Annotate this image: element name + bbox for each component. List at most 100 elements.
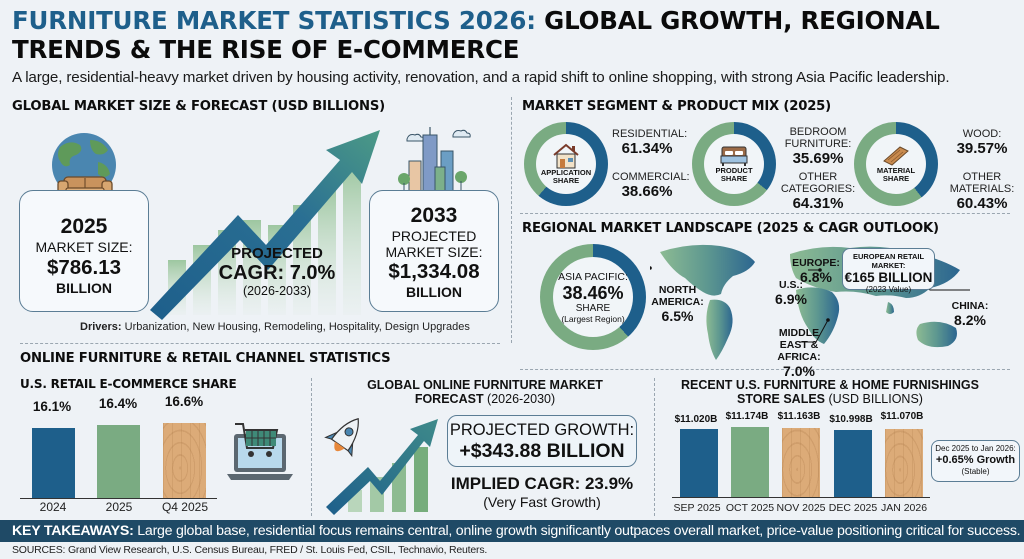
rocket-growth-icon (324, 417, 438, 515)
regional-heading: REGIONAL MARKET LANDSCAPE (2025 & CAGR O… (522, 221, 939, 236)
section-divider (654, 378, 655, 516)
card-unit: BILLION (56, 280, 112, 296)
section-divider (511, 97, 512, 343)
region-name: EUROPE: (792, 257, 840, 269)
asia-pacific-label: ASIA PACIFIC: (558, 270, 628, 283)
laptop-cart-icon (227, 423, 293, 480)
region-name: CHINA: (951, 300, 989, 312)
ecommerce-heading: U.S. RETAIL E-COMMERCE SHARE (20, 377, 237, 391)
bar-value-label: $11.174B (725, 411, 769, 422)
region-name: U.S.: (779, 279, 803, 291)
card-label: MARKET SIZE: (35, 239, 133, 255)
residential-value: 61.34% (621, 140, 673, 157)
donut-center-label: MATERIAL SHARE (876, 166, 916, 183)
region-value: 6.8% (800, 269, 832, 285)
growth-value: +$343.88 BILLION (459, 440, 625, 462)
donut-center-label: PRODUCT SHARE (715, 166, 753, 183)
x-axis (672, 497, 930, 498)
x-tick: SEP 2025 (673, 502, 721, 514)
bar-value-label: 16.1% (32, 399, 72, 414)
region-china: CHINA: 8.2% (945, 300, 995, 328)
store-sales-heading: RECENT U.S. FURNITURE & HOME FURNISHINGS… (665, 378, 995, 406)
other-materials-value: 60.43% (956, 195, 1008, 212)
segment-heading: MARKET SEGMENT & PRODUCT MIX (2025) (522, 99, 831, 114)
takeaways-label: KEY TAKEAWAYS: (12, 523, 134, 539)
x-tick: JAN 2026 (880, 502, 928, 514)
section-divider (20, 343, 500, 344)
city-skyline-icon (397, 127, 473, 192)
region-value: 6.5% (661, 308, 694, 324)
other-materials-label: OTHER MATERIALS: (949, 171, 1015, 195)
key-takeaways-bar: KEY TAKEAWAYS: Large global base, reside… (0, 520, 1024, 542)
x-tick: OCT 2025 (725, 502, 775, 514)
card-year: 2025 (60, 215, 108, 238)
card-value: $1,334.08 (388, 260, 480, 283)
bar-2025 (97, 425, 140, 498)
region-value: 8.2% (954, 312, 986, 328)
section-divider (520, 369, 1010, 370)
asia-pacific-sub: SHARE (575, 302, 611, 314)
growth-callout: Dec 2025 to Jan 2026: +0.65% Growth (Sta… (931, 440, 1020, 482)
x-tick: NOV 2025 (776, 502, 826, 514)
bar-oct-2025 (731, 427, 769, 497)
wood-plank-icon (883, 146, 909, 166)
x-tick: DEC 2025 (828, 502, 878, 514)
donut-center-label: APPLICATION SHARE (540, 168, 592, 185)
region-value: 6.9% (775, 291, 807, 307)
x-tick: 2025 (105, 500, 133, 514)
page-title: FURNITURE MARKET STATISTICS 2026: GLOBAL… (12, 6, 1022, 64)
bar-2024 (32, 428, 75, 498)
drivers-text: Urbanization, New Housing, Remodeling, H… (121, 321, 470, 333)
region-north-america: NORTH AMERICA: 6.5% (650, 284, 705, 324)
asia-pacific-donut: ASIA PACIFIC: 38.46% SHARE (Largest Regi… (540, 244, 646, 350)
callout-line1: Dec 2025 to Jan 2026: (935, 444, 1016, 453)
region-value: 7.0% (783, 363, 815, 379)
bar-q4-2025 (163, 423, 206, 498)
global-market-heading: GLOBAL MARKET SIZE & FORECAST (USD BILLI… (12, 99, 385, 114)
segment-legend-1: RESIDENTIAL: 61.34% COMMERCIAL: 38.66% (612, 128, 690, 200)
cagr-line3: (2026-2033) (242, 284, 312, 298)
application-share-donut: APPLICATION SHARE (524, 122, 608, 206)
callout-value: €165 BILLION (844, 270, 933, 285)
other-categories-value: 64.31% (792, 195, 844, 212)
bedroom-value: 35.69% (792, 150, 844, 167)
heading-bold: GLOBAL ONLINE FURNITURE MARKET FORECAST (367, 378, 603, 406)
projected-cagr-block: PROJECTED CAGR: 7.0% (2026-2033) (212, 245, 342, 299)
commercial-value: 38.66% (621, 183, 673, 200)
region-us: U.S.: 6.9% (772, 279, 810, 307)
asia-pacific-value: 38.46% (562, 282, 624, 303)
region-mea: MIDDLE EAST & AFRICA: 7.0% (764, 327, 834, 379)
heading-light: (2026-2030) (483, 392, 556, 406)
card-unit: BILLION (406, 284, 462, 300)
projected-growth-card: PROJECTED GROWTH: +$343.88 BILLION (447, 415, 637, 467)
bar-nov-2025 (782, 428, 820, 497)
segment-legend-2: BEDROOM FURNITURE: 35.69% OTHER CATEGORI… (778, 126, 858, 212)
callout-line2: +0.65% Growth (935, 454, 1016, 466)
cagr-line2: CAGR: 7.0% (218, 262, 336, 284)
callout-note: (2023 Value) (865, 285, 912, 294)
callout-title: EUROPEAN RETAIL MARKET: (852, 252, 925, 270)
title-rest: GLOBAL GROWTH, REGIONAL TRENDS & THE RIS… (12, 6, 940, 64)
growth-arrow-icon (150, 130, 380, 320)
region-name: NORTH AMERICA: (651, 284, 704, 308)
page-subtitle: A large, residential-heavy market driven… (12, 69, 950, 86)
market-size-2033-card: 2033 PROJECTED MARKET SIZE: $1,334.08 BI… (369, 190, 499, 312)
bar-value-label: $11.070B (880, 411, 924, 422)
bar-dec-2025 (834, 430, 872, 497)
cagr-line1: PROJECTED (231, 245, 323, 262)
region-name: MIDDLE EAST & AFRICA: (777, 327, 821, 363)
online-heading: ONLINE FURNITURE & RETAIL CHANNEL STATIS… (20, 351, 391, 366)
heading-light: (USD BILLIONS) (825, 392, 923, 406)
market-size-2025-card: 2025 MARKET SIZE: $786.13 BILLION (19, 190, 149, 312)
commercial-label: COMMERCIAL: (612, 171, 690, 183)
bar-value-label: $11.163B (777, 411, 821, 422)
other-categories-label: OTHER CATEGORIES: (780, 171, 856, 195)
callout-line3: (Stable) (961, 467, 990, 476)
segment-legend-3: WOOD: 39.57% OTHER MATERIALS: 60.43% (946, 128, 1018, 212)
bar-jan-2026 (885, 429, 923, 497)
card-value: $786.13 (46, 256, 122, 279)
ecommerce-bar-chart: 16.1% 16.4% 16.6% 2024 2025 Q4 2025 (20, 394, 220, 515)
region-europe: EUROPE: 6.8% (790, 257, 842, 285)
x-tick: Q4 2025 (161, 500, 209, 514)
residential-label: RESIDENTIAL: (612, 128, 688, 140)
